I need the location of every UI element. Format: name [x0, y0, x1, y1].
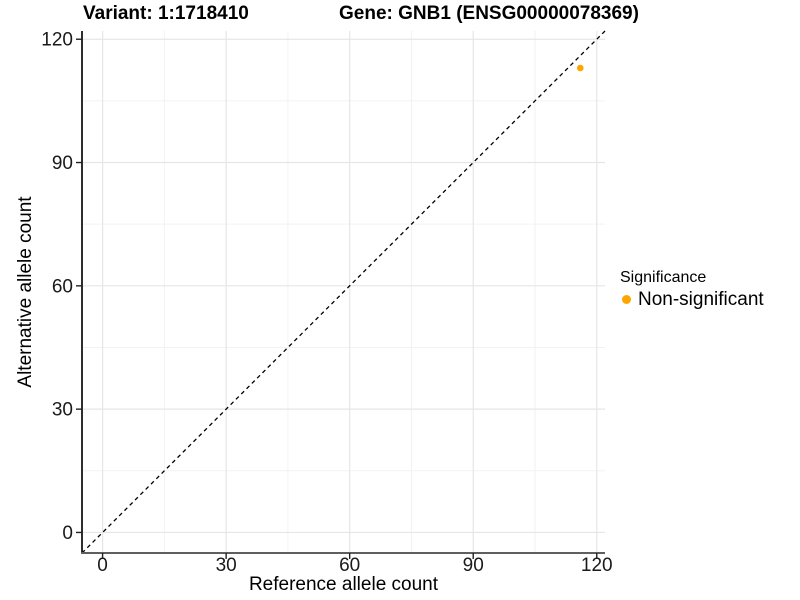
x-tick-label: 30 [216, 555, 237, 576]
y-tick-label: 0 [62, 523, 73, 544]
x-tick-label: 90 [463, 555, 484, 576]
legend: Significance Non-significant [620, 268, 764, 310]
x-axis-title: Reference allele count [248, 574, 439, 595]
y-tick-label: 120 [41, 30, 73, 51]
plot-title-variant: Variant: 1:1718410 [83, 3, 249, 24]
y-tick-label: 90 [52, 153, 73, 174]
legend-point-icon [622, 295, 631, 304]
x-tick-label: 60 [339, 555, 360, 576]
y-tick-label: 30 [52, 400, 73, 421]
legend-item-label: Non-significant [638, 289, 764, 310]
x-tick-label: 0 [97, 555, 108, 576]
identity-dashed-line [81, 30, 606, 554]
legend-item-non-significant: Non-significant [620, 289, 764, 310]
x-tick-label: 120 [581, 555, 613, 576]
y-tick-label: 60 [52, 276, 73, 297]
y-axis-title: Alternative allele count [15, 196, 36, 388]
data-point [576, 64, 584, 72]
plot-title-gene: Gene: GNB1 (ENSG00000078369) [339, 3, 639, 24]
legend-title: Significance [620, 269, 707, 286]
